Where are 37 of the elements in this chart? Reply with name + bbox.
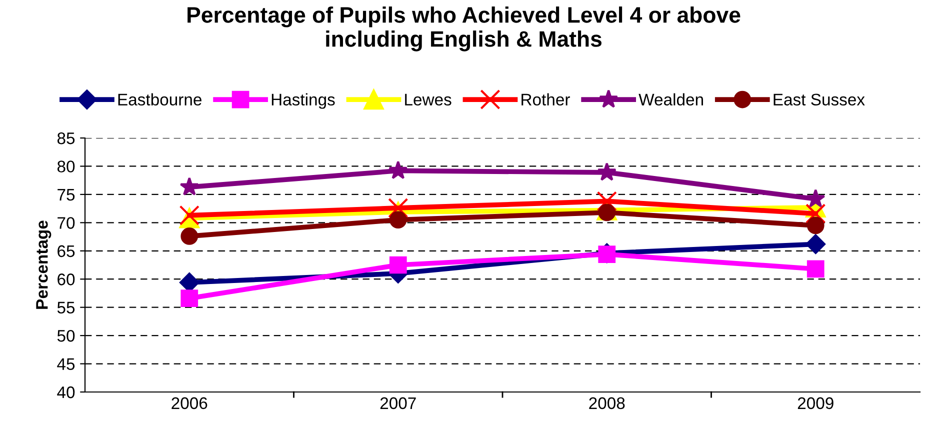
point — [180, 228, 198, 245]
point — [180, 177, 200, 196]
point — [598, 246, 616, 263]
x-tick-label: 2009 — [798, 397, 834, 410]
point — [388, 160, 408, 180]
y-tick-label: 50 — [57, 330, 75, 342]
y-tick-label: 70 — [58, 217, 75, 229]
y-tick-label: 55 — [57, 302, 75, 314]
point — [180, 290, 198, 307]
legend-label: Hastings — [272, 93, 335, 109]
x-tick-label: 2007 — [380, 397, 416, 410]
point — [806, 216, 824, 234]
y-tick-label: 75 — [58, 189, 75, 201]
point — [389, 256, 407, 274]
chart-title: Percentage of Pupils who Achieved Level 4 or above including English & Maths — [188, 6, 740, 52]
x-tick-label: 2006 — [172, 397, 208, 410]
x-tick-label: 2008 — [589, 397, 625, 410]
y-axis-title: Percentage — [36, 220, 52, 309]
point — [806, 260, 824, 278]
y-tick-label: 85 — [57, 132, 75, 144]
point — [806, 188, 826, 208]
legend-label: East Sussex — [774, 94, 865, 106]
y-tick-label: 80 — [57, 160, 75, 172]
y-tick-label: 40 — [57, 386, 75, 398]
y-tick-label: 60 — [58, 274, 75, 286]
point — [596, 191, 617, 212]
y-tick-label: 65 — [58, 245, 75, 258]
point — [597, 162, 617, 181]
point — [598, 204, 616, 222]
point — [806, 204, 826, 224]
legend-label: Lewes — [405, 94, 452, 106]
y-tick-label: 45 — [57, 358, 75, 370]
point — [388, 198, 408, 218]
point — [806, 234, 826, 254]
legend-label: Rother — [522, 93, 570, 106]
legend-label: Eastbourne — [118, 93, 202, 106]
legend-label: Wealden — [638, 93, 703, 106]
